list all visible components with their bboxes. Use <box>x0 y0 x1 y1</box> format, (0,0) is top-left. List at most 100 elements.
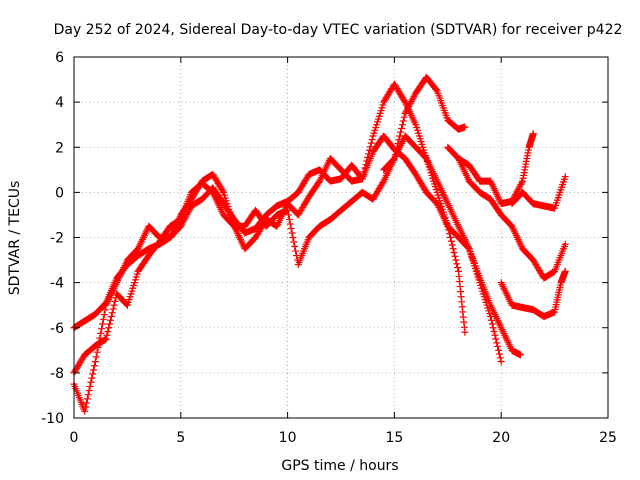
data-point <box>450 249 458 257</box>
data-point <box>284 211 292 219</box>
data-point <box>219 187 227 195</box>
data-point <box>87 378 95 386</box>
data-point <box>490 328 498 336</box>
data-point <box>399 117 407 125</box>
data-point <box>494 343 502 351</box>
x-tick-label: 0 <box>70 430 79 446</box>
x-axis-label: GPS time / hours <box>281 458 398 474</box>
data-point <box>287 224 295 232</box>
data-point <box>93 348 101 356</box>
data-point <box>398 121 406 129</box>
data-point <box>99 315 107 323</box>
data-point <box>106 320 114 328</box>
data-point <box>82 399 90 407</box>
data-point <box>289 234 297 241</box>
series-6 <box>444 143 569 282</box>
data-point <box>108 309 116 317</box>
data-point <box>366 143 374 151</box>
data-point <box>84 391 92 399</box>
data-point <box>364 153 372 161</box>
grid-lines <box>74 57 608 418</box>
data-point <box>449 245 457 253</box>
data-point <box>400 113 408 121</box>
data-point <box>360 168 368 176</box>
data-point <box>98 320 106 328</box>
x-tick-label: 15 <box>385 430 403 446</box>
data-point <box>446 234 454 241</box>
data-point <box>491 331 499 339</box>
data-point <box>518 179 526 187</box>
y-tick-label: -8 <box>50 366 64 382</box>
data-point <box>363 157 371 165</box>
data-point <box>492 335 500 343</box>
data-point <box>493 339 501 347</box>
series-4 <box>380 132 505 366</box>
data-point <box>290 238 298 246</box>
data-point <box>487 316 495 324</box>
data-point <box>86 382 94 390</box>
data-point <box>561 267 569 275</box>
data-point <box>529 130 537 138</box>
data-point <box>83 395 91 403</box>
data-point <box>105 324 113 332</box>
data-point <box>91 358 99 366</box>
data-point <box>103 331 111 339</box>
data-point <box>100 311 108 319</box>
data-point <box>432 86 440 94</box>
data-point <box>111 297 119 305</box>
data-point <box>104 328 112 336</box>
data-point <box>81 407 89 415</box>
data-point <box>461 328 469 336</box>
chart-title: Day 252 of 2024, Sidereal Day-to-day VTE… <box>54 22 623 38</box>
data-point <box>487 312 495 320</box>
data-point <box>495 346 503 354</box>
data-point <box>365 146 373 154</box>
data-point <box>452 256 460 264</box>
data-point <box>101 306 109 314</box>
data-point <box>107 312 115 320</box>
data-point <box>489 324 497 332</box>
data-point <box>288 229 296 237</box>
data-point <box>488 320 496 328</box>
y-tick-label: 0 <box>55 185 64 201</box>
data-point <box>365 150 373 158</box>
data-point <box>561 173 569 181</box>
data-point <box>90 366 98 374</box>
data-point <box>106 316 114 324</box>
data-point <box>358 175 366 183</box>
data-point <box>516 351 524 359</box>
data-point <box>367 139 375 147</box>
data-point <box>495 350 503 358</box>
y-tick-label: 6 <box>55 50 64 66</box>
y-tick-label: -2 <box>50 231 64 247</box>
data-point <box>82 403 90 411</box>
data-point <box>285 215 293 223</box>
data-point <box>291 243 299 251</box>
data-point <box>286 220 294 228</box>
data-point <box>97 329 105 337</box>
data-point <box>95 339 103 347</box>
data-point <box>397 128 405 136</box>
data-point <box>284 206 292 214</box>
data-point <box>398 124 406 132</box>
data-point <box>96 334 104 342</box>
axis-ticks: 0 5 10 15 20 25 -10 -8 -6 -4 -2 0 2 4 6 <box>41 50 617 446</box>
data-point <box>94 343 102 351</box>
x-tick-label: 25 <box>599 430 617 446</box>
data-point <box>368 136 376 144</box>
data-point <box>92 353 100 361</box>
x-tick-label: 5 <box>176 430 185 446</box>
series-8 <box>508 173 569 212</box>
data-point <box>496 354 504 362</box>
data-point <box>292 247 300 255</box>
y-tick-label: -10 <box>41 411 64 427</box>
data-point <box>454 264 462 272</box>
y-tick-label: -6 <box>50 321 64 337</box>
x-tick-label: 20 <box>492 430 510 446</box>
data-point <box>361 164 369 172</box>
data-point <box>451 252 459 260</box>
data-point <box>98 325 106 333</box>
data-point <box>497 358 505 366</box>
data-point <box>110 301 118 309</box>
